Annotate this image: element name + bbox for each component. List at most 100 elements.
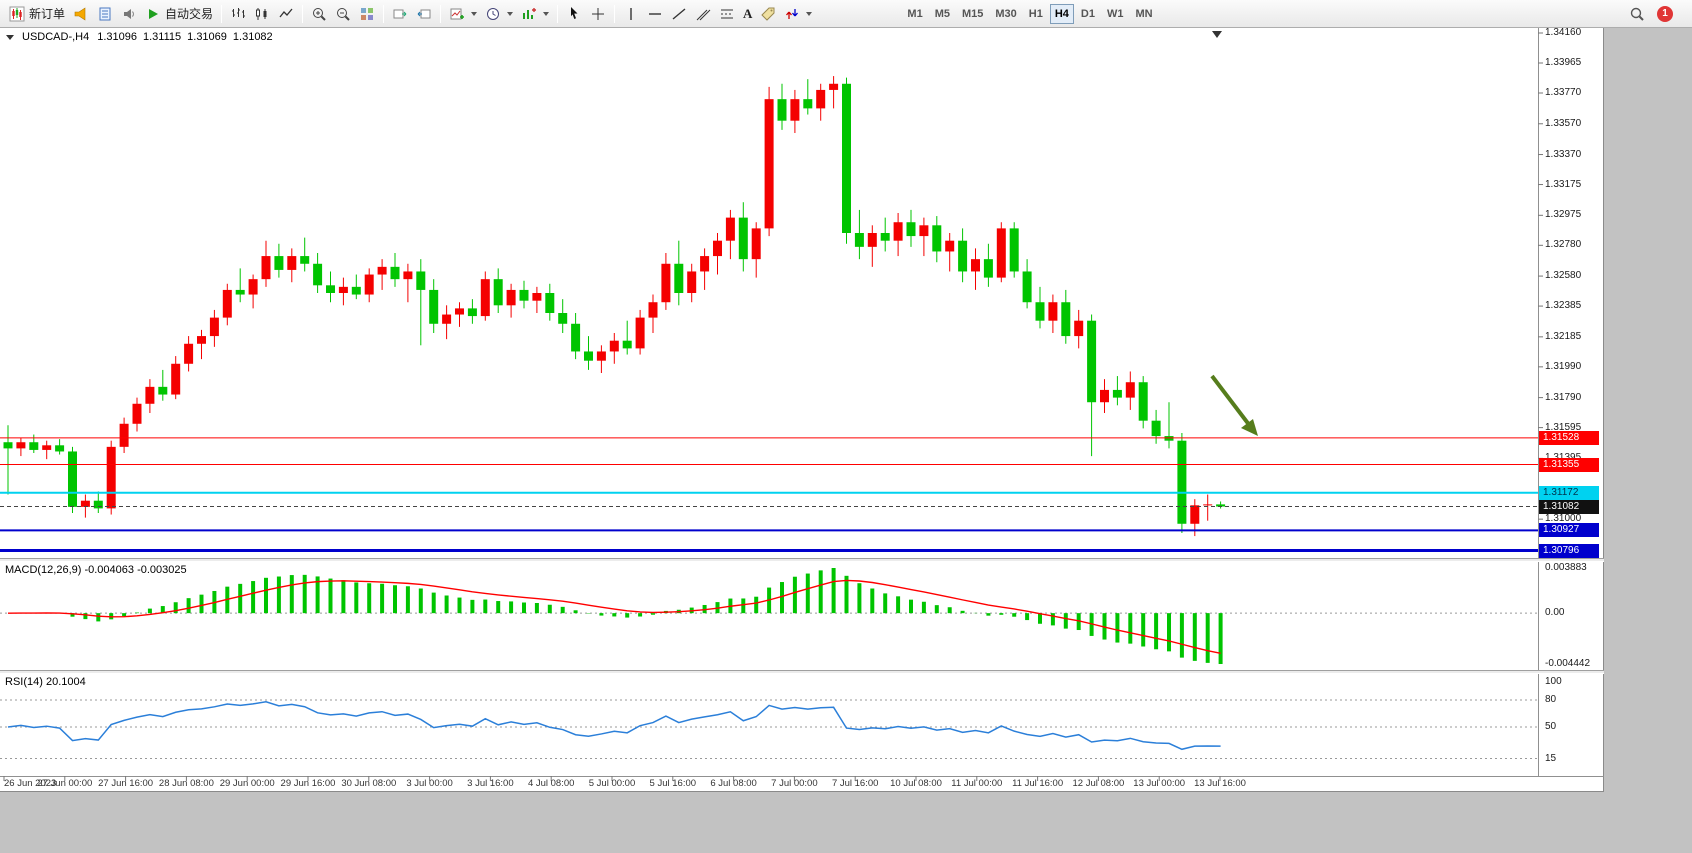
macd-scale-zero: 0.00: [1545, 607, 1565, 619]
timeframe-button-h1[interactable]: H1: [1024, 4, 1048, 24]
toolbar-separator: [614, 4, 616, 23]
price-chart[interactable]: [0, 28, 1604, 792]
price-line-badge[interactable]: 1.31528: [1539, 430, 1599, 445]
time-axis-label: 3 Jul 00:00: [406, 778, 453, 789]
price-scale-label: 1.33770: [1545, 87, 1582, 98]
dropdown-caret-icon: [507, 11, 514, 16]
price-scale-label: 1.31000: [1545, 513, 1582, 525]
periods-dropdown[interactable]: [481, 2, 517, 26]
price-axis[interactable]: 1.34160 1.33965 1.33770 1.33570 1.33370 1.331…: [1539, 27, 1604, 792]
macd-header: MACD(12,26,9) -0.004063 -0.003025: [5, 564, 187, 576]
toolbar-separator: [302, 4, 304, 23]
timeframe-button-m15[interactable]: M15: [957, 4, 988, 24]
new-chart-dropdown[interactable]: [445, 2, 481, 26]
ohlc-low: 1.31069: [187, 31, 227, 43]
price-scale-label: 1.32580: [1545, 270, 1582, 282]
auto-scroll-button[interactable]: [388, 2, 412, 26]
sound-button[interactable]: [117, 2, 141, 26]
notification-badge[interactable]: 1: [1657, 5, 1673, 22]
arrows-tool-dropdown[interactable]: [780, 2, 816, 26]
time-axis-label: 6 Jul 08:00: [710, 778, 757, 789]
chart-shift-button[interactable]: [412, 2, 436, 26]
text-tool-button[interactable]: A: [739, 2, 756, 26]
new-chart-icon: [450, 8, 465, 19]
channel-tool-button[interactable]: [691, 2, 715, 26]
horizontal-line-tool-button[interactable]: [643, 2, 667, 26]
time-axis-label: 3 Jul 16:00: [467, 778, 514, 789]
price-line-badge[interactable]: 1.30927: [1539, 523, 1599, 538]
time-axis-label: 28 Jun 08:00: [158, 778, 214, 789]
timeframe-button-d1[interactable]: D1: [1076, 4, 1100, 24]
auto-trading-button[interactable]: 自动交易: [141, 2, 217, 26]
macd-panel-separator[interactable]: [0, 558, 1604, 562]
macd-scale-max: 0.003883: [1545, 562, 1587, 573]
rsi-panel-separator[interactable]: [0, 670, 1604, 674]
toolbar-right-group: 1: [1629, 5, 1687, 22]
timeframe-button-w1[interactable]: W1: [1102, 4, 1129, 24]
bar-chart-mode-button[interactable]: [226, 2, 250, 26]
trendline-tool-button[interactable]: [667, 2, 691, 26]
trendline-icon: [672, 7, 686, 20]
horizontal-line-icon: [649, 12, 662, 15]
zoom-out-button[interactable]: [331, 2, 355, 26]
tile-windows-button[interactable]: [355, 2, 379, 26]
timeframe-button-m1[interactable]: M1: [902, 4, 927, 24]
clock-icon: [487, 7, 500, 20]
dropdown-caret-icon: [806, 11, 813, 16]
megaphone-icon: [74, 6, 86, 21]
chart-shift-marker-icon[interactable]: [1212, 31, 1222, 38]
arrow-annotation[interactable]: [1210, 374, 1252, 428]
report-page-icon: [99, 7, 111, 20]
time-axis-label: 7 Jul 16:00: [831, 778, 879, 789]
time-axis[interactable]: 26 Jun 2023 27 Jun 00:00 27 Jun 16:00 28 Ju…: [0, 778, 1538, 792]
fibonacci-tool-button[interactable]: [715, 2, 739, 26]
price-scale-label: 1.31790: [1545, 391, 1582, 403]
timeframe-button-mn[interactable]: MN: [1130, 4, 1157, 24]
indicators-icon: [523, 7, 537, 19]
price-scale-label: 1.32975: [1545, 209, 1582, 221]
vertical-line-tool-button[interactable]: [619, 2, 643, 26]
zoom-out-icon: [337, 7, 350, 21]
price-line-badge[interactable]: 1.31172: [1539, 485, 1599, 500]
search-icon[interactable]: [1629, 6, 1645, 22]
speaker-icon: [124, 8, 134, 19]
time-axis-label: 5 Jul 00:00: [588, 778, 636, 789]
indicators-dropdown[interactable]: [517, 2, 553, 26]
text-tool-label: A: [743, 5, 753, 21]
timeframe-button-h4[interactable]: H4: [1049, 3, 1074, 24]
rsi-scale-label: 100: [1545, 676, 1562, 687]
current-price-badge: 1.31082: [1539, 499, 1599, 514]
price-scale-label: 1.32385: [1545, 300, 1582, 312]
candlestick-mode-button[interactable]: [250, 2, 274, 26]
price-line-badge[interactable]: 1.31355: [1539, 457, 1599, 472]
data-window-button[interactable]: [93, 2, 117, 26]
new-order-button[interactable]: 新订单: [5, 2, 69, 26]
line-chart-mode-button[interactable]: [274, 2, 298, 26]
crosshair-tool-button[interactable]: [586, 2, 610, 26]
cursor-tool-button[interactable]: [562, 2, 586, 26]
time-axis-label: 26 Jun 2023: [4, 778, 57, 789]
toolbar-separator: [557, 4, 559, 23]
timeframe-button-m5[interactable]: M5: [930, 4, 955, 24]
main-toolbar: 新订单 自动交易: [0, 0, 1692, 28]
price-scale-label: 1.32780: [1545, 239, 1582, 251]
rsi-scale-label: 80: [1545, 694, 1557, 705]
zoom-in-icon: [313, 7, 326, 21]
tile-windows-icon: [361, 7, 374, 20]
macd-scale-min: -0.004442: [1545, 658, 1591, 669]
timeframe-button-m30[interactable]: M30: [990, 4, 1021, 24]
zoom-in-button[interactable]: [307, 2, 331, 26]
toolbar-separator: [383, 4, 385, 23]
chart-menu-icon[interactable]: [6, 34, 14, 40]
alerts-button[interactable]: [69, 2, 93, 26]
price-scale-label: 1.33175: [1545, 178, 1582, 190]
price-scale-label: 1.32185: [1545, 330, 1582, 342]
price-line-badge[interactable]: 1.30796: [1539, 543, 1599, 558]
candlestick-icon: [256, 7, 267, 20]
autotrading-play-icon: [149, 8, 159, 19]
arrow-annotation-head: [1241, 419, 1258, 436]
price-scale-label: 1.31595: [1545, 421, 1582, 433]
dropdown-caret-icon: [543, 11, 550, 16]
ohlc-open: 1.31096: [97, 31, 137, 43]
text-label-tool-button[interactable]: [756, 2, 780, 26]
